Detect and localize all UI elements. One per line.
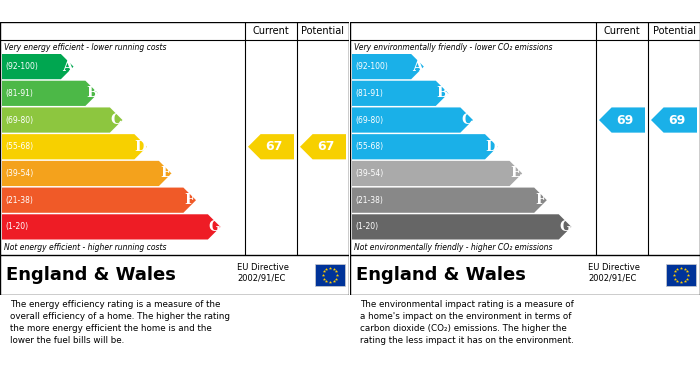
Text: (55-68): (55-68)	[5, 142, 33, 151]
Text: Very environmentally friendly - lower CO₂ emissions: Very environmentally friendly - lower CO…	[354, 43, 552, 52]
Text: F: F	[185, 193, 195, 207]
Bar	[315, 264, 345, 286]
Text: (55-68): (55-68)	[355, 142, 383, 151]
Text: The energy efficiency rating is a measure of the
overall efficiency of a home. T: The energy efficiency rating is a measur…	[10, 300, 230, 345]
Polygon shape	[2, 81, 98, 106]
Text: Energy Efficiency Rating: Energy Efficiency Rating	[7, 5, 179, 18]
Text: C: C	[461, 113, 472, 127]
Text: Potential: Potential	[652, 26, 696, 36]
Text: Not energy efficient - higher running costs: Not energy efficient - higher running co…	[4, 244, 167, 253]
Bar	[666, 264, 696, 286]
Polygon shape	[300, 134, 346, 160]
Polygon shape	[352, 214, 571, 240]
Text: (39-54): (39-54)	[355, 169, 384, 178]
Text: Environmental Impact (CO₂) Rating: Environmental Impact (CO₂) Rating	[357, 5, 603, 18]
Polygon shape	[2, 188, 196, 213]
Polygon shape	[2, 161, 172, 186]
Text: Potential: Potential	[302, 26, 344, 36]
Polygon shape	[352, 81, 449, 106]
Polygon shape	[352, 54, 424, 79]
Polygon shape	[352, 161, 522, 186]
Polygon shape	[352, 134, 498, 160]
Polygon shape	[2, 134, 147, 160]
Text: Very energy efficient - lower running costs: Very energy efficient - lower running co…	[4, 43, 167, 52]
Text: (81-91): (81-91)	[355, 89, 383, 98]
Text: Not environmentally friendly - higher CO₂ emissions: Not environmentally friendly - higher CO…	[354, 244, 552, 253]
Text: E: E	[510, 167, 522, 181]
Text: EU Directive
2002/91/EC: EU Directive 2002/91/EC	[237, 263, 289, 283]
Polygon shape	[352, 188, 547, 213]
Text: G: G	[559, 220, 571, 234]
Polygon shape	[2, 108, 122, 133]
Text: (21-38): (21-38)	[355, 196, 383, 204]
Polygon shape	[2, 214, 220, 240]
Text: D: D	[134, 140, 147, 154]
Text: A: A	[62, 59, 73, 74]
Text: The environmental impact rating is a measure of
a home's impact on the environme: The environmental impact rating is a mea…	[360, 300, 575, 345]
Text: (92-100): (92-100)	[355, 62, 388, 71]
Text: (39-54): (39-54)	[5, 169, 34, 178]
Text: 67: 67	[265, 140, 283, 153]
Text: B: B	[86, 86, 97, 100]
Text: D: D	[485, 140, 498, 154]
Text: C: C	[111, 113, 122, 127]
Polygon shape	[599, 108, 645, 133]
Text: (21-38): (21-38)	[5, 196, 33, 204]
Text: A: A	[412, 59, 423, 74]
Text: (1-20): (1-20)	[355, 222, 378, 231]
Text: (69-80): (69-80)	[355, 115, 383, 125]
Text: (69-80): (69-80)	[5, 115, 33, 125]
Text: England & Wales: England & Wales	[356, 266, 526, 284]
Polygon shape	[352, 108, 473, 133]
Text: 67: 67	[318, 140, 335, 153]
Polygon shape	[651, 108, 697, 133]
Text: 69: 69	[617, 113, 634, 127]
Polygon shape	[248, 134, 294, 160]
Text: F: F	[536, 193, 545, 207]
Text: EU Directive
2002/91/EC: EU Directive 2002/91/EC	[588, 263, 640, 283]
Text: Current: Current	[603, 26, 640, 36]
Text: G: G	[209, 220, 220, 234]
Text: (1-20): (1-20)	[5, 222, 28, 231]
Text: England & Wales: England & Wales	[6, 266, 176, 284]
Text: Current: Current	[253, 26, 289, 36]
Polygon shape	[2, 54, 73, 79]
Text: E: E	[160, 167, 171, 181]
Text: 69: 69	[668, 113, 686, 127]
Text: (81-91): (81-91)	[5, 89, 33, 98]
Text: (92-100): (92-100)	[5, 62, 38, 71]
Text: B: B	[436, 86, 448, 100]
